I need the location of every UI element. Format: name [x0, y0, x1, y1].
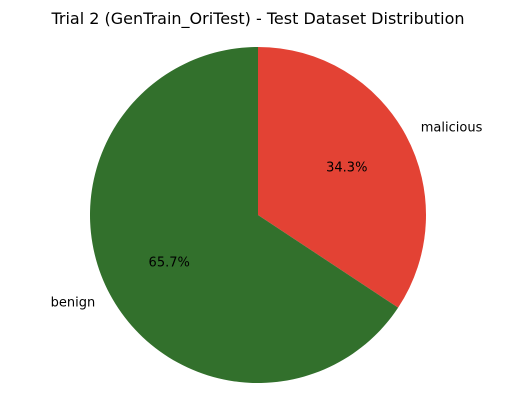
pie-slices	[90, 47, 427, 383]
pie-slice-malicious	[258, 47, 427, 308]
chart-title: Trial 2 (GenTrain_OriTest) - Test Datase…	[50, 9, 464, 29]
slice-percent-benign: 65.7%	[149, 256, 190, 271]
slice-label-malicious: malicious	[421, 121, 483, 136]
pie-slice-benign	[90, 47, 399, 383]
pie-labels: malicious 34.3% benign 65.7%	[51, 121, 483, 311]
slice-percent-malicious: 34.3%	[326, 160, 367, 175]
slice-label-benign: benign	[51, 295, 96, 310]
